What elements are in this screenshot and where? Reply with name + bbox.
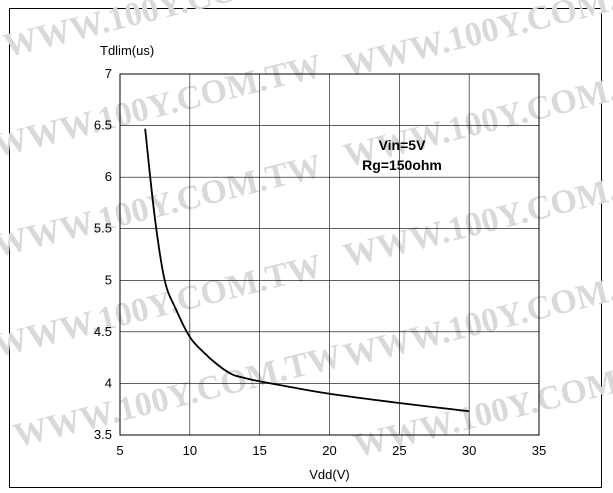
y-tick-label: 3.5 [94, 427, 112, 442]
y-tick-label: 6.5 [94, 118, 112, 133]
x-tick-labels: 5 10 15 20 25 30 35 [116, 443, 546, 458]
y-tick-label: 6 [105, 169, 112, 184]
series-group [144, 128, 470, 413]
grid-lines [119, 73, 540, 436]
x-tick-label: 5 [116, 443, 123, 458]
annotation-rg: Rg=150ohm [362, 157, 442, 173]
x-tick-label: 35 [532, 443, 546, 458]
x-tick-label: 30 [462, 443, 476, 458]
y-tick-label: 7 [105, 66, 112, 81]
series-line [144, 128, 470, 413]
line-chart: 3.5 4 4.5 5 5.5 6 6.5 7 5 10 15 20 25 30 35 Tdlim(us)… [94, 43, 546, 482]
y-tick-label: 4 [105, 375, 112, 390]
annotation-vin: Vin=5V [379, 137, 426, 153]
x-tick-label: 25 [392, 443, 406, 458]
y-axis-label: Tdlim(us) [100, 43, 154, 58]
x-tick-label: 15 [252, 443, 266, 458]
y-tick-label: 5 [105, 272, 112, 287]
x-axis-label: Vdd(V) [309, 467, 349, 482]
y-tick-label: 5.5 [94, 221, 112, 236]
plot-area-border [119, 73, 540, 436]
x-tick-label: 20 [322, 443, 336, 458]
y-tick-label: 4.5 [94, 324, 112, 339]
x-tick-label: 10 [183, 443, 197, 458]
y-tick-labels: 3.5 4 4.5 5 5.5 6 6.5 7 [94, 66, 112, 442]
